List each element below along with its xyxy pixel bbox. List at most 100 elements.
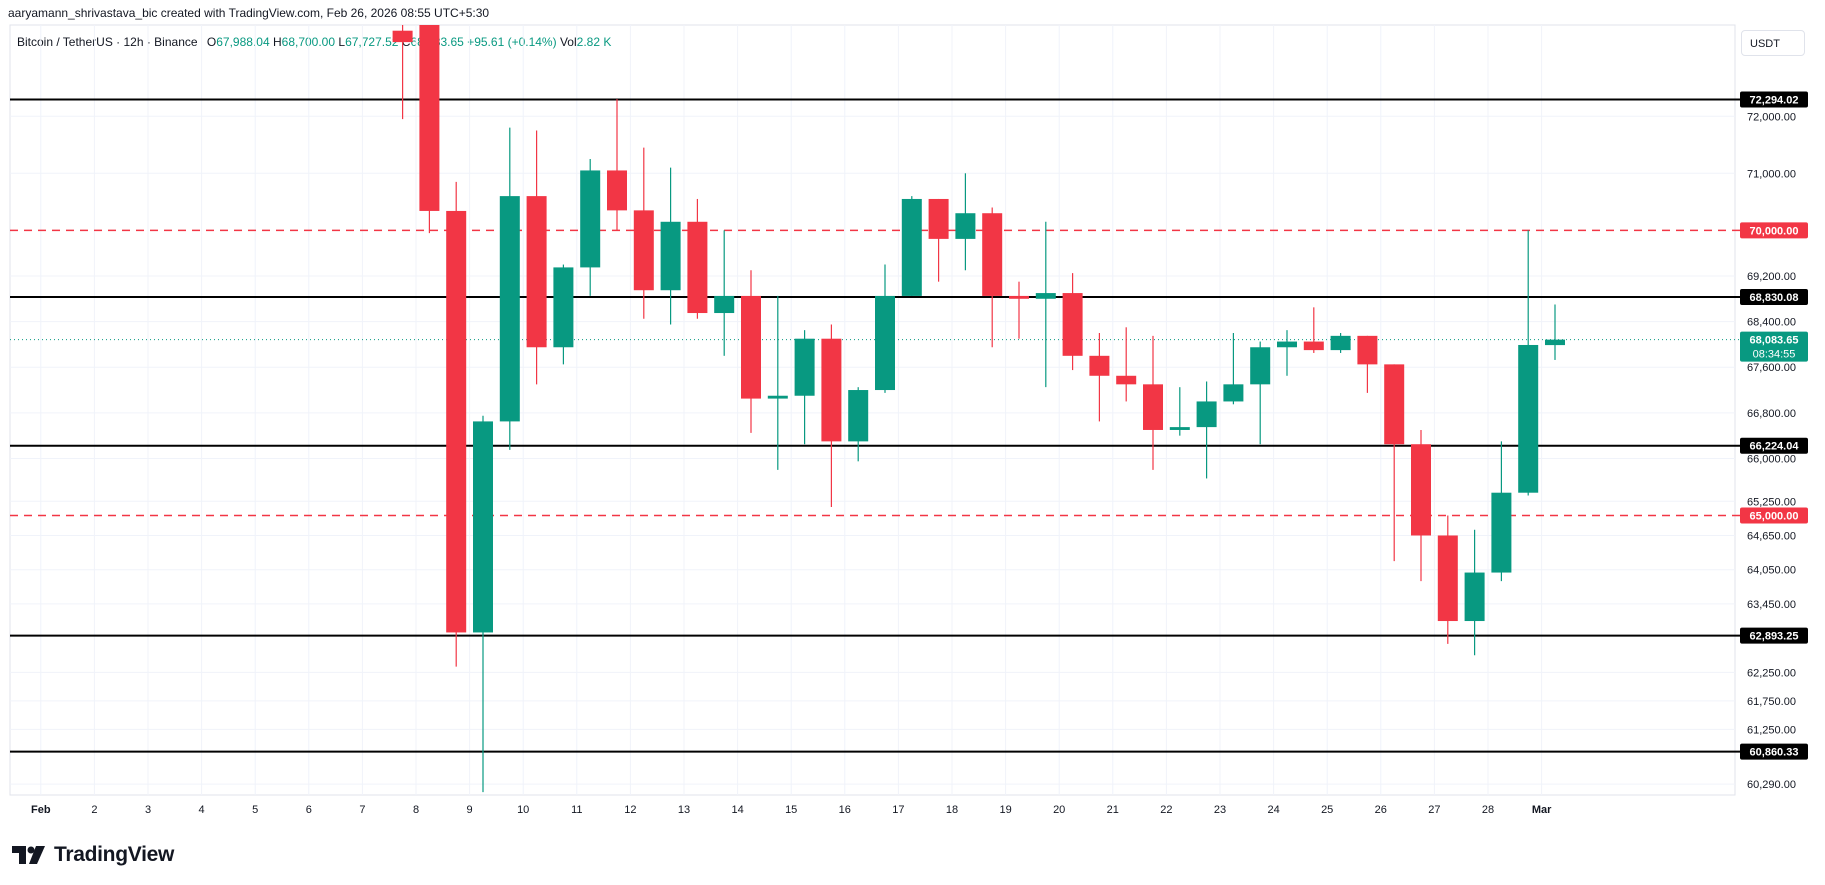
candle-body — [1303, 341, 1324, 351]
y-tick-label: 64,650.00 — [1747, 530, 1796, 542]
candle-body — [553, 267, 574, 348]
candle-body — [687, 221, 708, 314]
y-tick-label: 62,250.00 — [1747, 667, 1796, 679]
candle-body — [526, 196, 547, 348]
x-tick-label: 3 — [145, 804, 151, 816]
candle-body — [1143, 384, 1163, 430]
candle-body — [499, 196, 520, 422]
candle-body — [1035, 293, 1056, 299]
axes: 72,000.00 71,000.00 69,200.00 68,400.00 67,6… — [31, 111, 1796, 816]
y-tick-label: 71,000.00 — [1747, 168, 1796, 180]
x-tick-label: 21 — [1107, 804, 1119, 816]
candle-body — [1009, 295, 1029, 299]
level-label-bg — [1740, 507, 1808, 524]
x-tick-label: 23 — [1214, 804, 1226, 816]
countdown-label: 08:34:55 — [1753, 349, 1796, 361]
level-label-bg — [1740, 289, 1808, 306]
candle-body — [901, 198, 922, 296]
candle-body — [794, 338, 815, 396]
x-tick-label: 25 — [1321, 804, 1333, 816]
x-tick-label: 7 — [359, 804, 365, 816]
symbol-title[interactable]: Bitcoin / TetherUS · 12h · Binance — [17, 35, 198, 49]
level-label: 70,000.00 — [1750, 225, 1799, 237]
x-tick-label: 16 — [839, 804, 851, 816]
horizontal-levels — [10, 98, 1740, 753]
x-tick-label: 26 — [1375, 804, 1387, 816]
price-labels: 72,294.02 70,000.00 68,830.08 66,224.04 65,0… — [1740, 91, 1808, 760]
candle-body — [1464, 572, 1485, 622]
candle-body — [982, 213, 1003, 296]
high-label: H — [272, 35, 282, 49]
candle-body — [1330, 335, 1351, 351]
x-tick-label: 20 — [1053, 804, 1065, 816]
plot-frame — [9, 24, 1736, 796]
candle-body — [714, 295, 735, 314]
grid — [9, 24, 1736, 796]
tradingview-logo[interactable]: TradingView — [12, 843, 174, 867]
candle-body — [741, 295, 761, 399]
currency-button[interactable]: USDT — [1741, 30, 1805, 56]
candle-body — [1491, 492, 1512, 573]
level-label: 72,294.02 — [1750, 94, 1799, 106]
level-label: 62,893.25 — [1750, 631, 1799, 643]
x-tick-label: 4 — [199, 804, 205, 816]
candle-body — [660, 221, 681, 291]
y-tick-label: 64,050.00 — [1747, 565, 1796, 577]
candle-body — [1545, 339, 1565, 346]
open-value: 67,988.04 — [216, 35, 270, 49]
candles — [392, 25, 1565, 793]
x-tick-label: 5 — [252, 804, 258, 816]
low-value: 67,727.52 — [345, 35, 399, 49]
x-tick-label: 13 — [678, 804, 690, 816]
candle-body — [767, 395, 788, 399]
y-tick-label: 66,000.00 — [1747, 453, 1796, 465]
x-tick-label: 9 — [467, 804, 473, 816]
y-tick-label: 67,600.00 — [1747, 362, 1796, 374]
y-tick-label: 60,290.00 — [1747, 779, 1796, 791]
x-tick-label: 18 — [946, 804, 958, 816]
y-tick-label: 72,000.00 — [1747, 111, 1796, 123]
chart-attribution: aaryamann_shrivastava_bic created with T… — [8, 6, 490, 20]
candle-body — [1437, 535, 1458, 622]
candle-body — [1250, 347, 1271, 385]
x-tick-label: 11 — [571, 804, 582, 816]
volume-label: Vol — [559, 35, 577, 49]
candle-body — [1062, 293, 1083, 356]
level-label: 60,860.33 — [1750, 747, 1799, 759]
candle-body — [1518, 344, 1539, 493]
price-chart[interactable]: 72,000.00 71,000.00 69,200.00 68,400.00 67,6… — [0, 0, 1825, 830]
candle-body — [1357, 335, 1378, 365]
candle-body — [607, 170, 627, 211]
current-price-label: 68,083.65 — [1750, 335, 1799, 347]
x-tick-label: 15 — [785, 804, 797, 816]
candle-body — [955, 213, 976, 239]
candle-body — [1277, 341, 1297, 348]
x-tick-label: 14 — [731, 804, 743, 816]
volume-value: 2.82 K — [576, 35, 612, 49]
open-label: O — [206, 35, 217, 49]
candle-body — [928, 198, 949, 239]
candle-body — [1223, 384, 1244, 402]
y-tick-label: 61,750.00 — [1747, 696, 1796, 708]
current-price-label-bg — [1740, 331, 1808, 362]
candle-body — [473, 421, 493, 633]
candle-body — [1196, 401, 1217, 428]
x-tick-label: 8 — [413, 804, 419, 816]
candle-body — [446, 210, 467, 633]
candle-body — [633, 210, 654, 291]
x-tick-label: Feb — [31, 804, 51, 816]
candle-body — [1384, 364, 1405, 445]
candle-body — [821, 338, 842, 442]
x-tick-label: 19 — [999, 804, 1011, 816]
level-label-bg — [1740, 91, 1808, 108]
y-tick-label: 63,450.00 — [1747, 599, 1796, 611]
candle-body — [392, 30, 413, 43]
brand-name: TradingView — [54, 843, 175, 866]
candle-body — [875, 295, 895, 391]
x-tick-label: 10 — [517, 804, 529, 816]
candle-body — [580, 170, 601, 268]
change-value: +95.61 (+0.14%) — [467, 35, 557, 49]
candle-body — [1089, 355, 1110, 376]
x-tick-label: 24 — [1267, 804, 1279, 816]
y-tick-label: 69,200.00 — [1747, 271, 1796, 283]
